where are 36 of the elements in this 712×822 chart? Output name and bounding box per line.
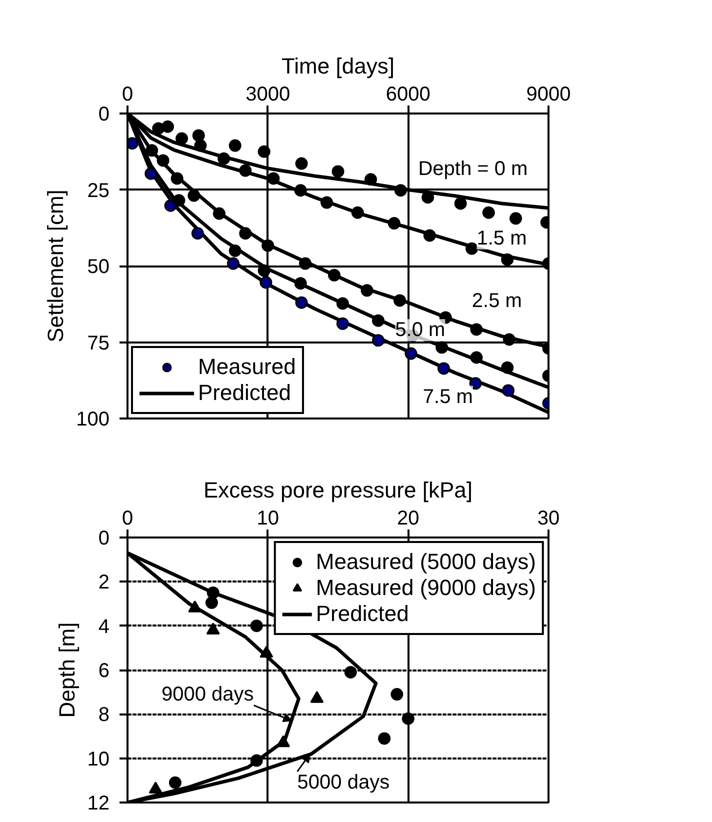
y-tick-label: 8 [98, 704, 110, 726]
legend-label: Measured [198, 354, 296, 380]
y-tick-label: 100 [76, 408, 110, 430]
annotation: 7.5 m [422, 386, 473, 408]
y-tick-label: 0 [98, 104, 110, 126]
x-tick-label: 3000 [246, 84, 290, 106]
x-tick-label: 0 [122, 508, 134, 530]
y-tick-label: 2 [98, 572, 110, 594]
y-tick-label: 10 [87, 748, 110, 770]
annotation: 5000 days [297, 772, 390, 794]
y-tick-label: 50 [87, 256, 110, 278]
y-axis-title: Settlement [cm] [43, 190, 68, 342]
x-axis-title: Excess pore pressure [kPa] [203, 478, 473, 502]
y-tick-label: 4 [98, 616, 110, 638]
y-tick-label: 12 [87, 792, 110, 814]
x-tick-label: 30 [537, 508, 560, 530]
y-tick-label: 25 [87, 180, 110, 202]
annotation: 2.5 m [472, 290, 522, 312]
annotation: 1.5 m [476, 227, 527, 250]
x-tick-label: 6000 [386, 84, 430, 106]
x-axis-title: Time [days] [282, 54, 394, 78]
x-tick-label: 9000 [526, 84, 571, 106]
y-tick-label: 75 [87, 332, 110, 354]
y-tick-label: 6 [98, 660, 110, 682]
x-tick-label: 10 [256, 508, 279, 530]
annotation: Depth = 0 m [418, 158, 528, 180]
y-axis-title: Depth [m] [54, 622, 80, 718]
legend-label: Predicted [316, 601, 409, 627]
annotation: 9000 days [162, 683, 254, 706]
legend-label: Measured (5000 days) [316, 549, 536, 575]
legend-label: Measured (9000 days) [316, 575, 536, 601]
y-tick-label: 0 [98, 528, 110, 550]
legend-label: Predicted [198, 380, 291, 406]
x-tick-label: 0 [122, 84, 134, 106]
x-tick-label: 20 [397, 508, 420, 530]
annotation: 5.0 m [395, 319, 446, 342]
